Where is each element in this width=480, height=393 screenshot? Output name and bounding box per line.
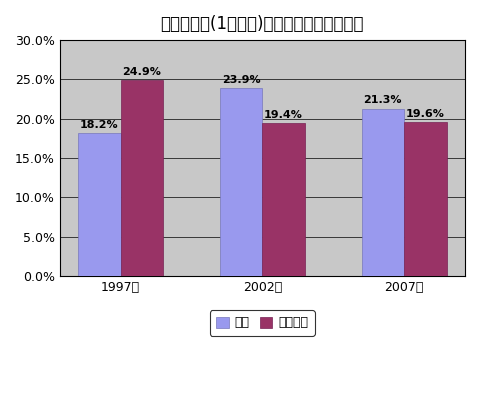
Text: 18.2%: 18.2% bbox=[80, 120, 119, 130]
Bar bbox=[78, 133, 120, 276]
Bar bbox=[120, 80, 163, 276]
Bar bbox=[220, 88, 263, 276]
Bar bbox=[263, 123, 305, 276]
Text: 19.4%: 19.4% bbox=[264, 110, 303, 120]
Text: 21.3%: 21.3% bbox=[363, 95, 402, 105]
Title: 長期失業者(1年以上)が失業者に占める割合: 長期失業者(1年以上)が失業者に占める割合 bbox=[161, 15, 364, 33]
Legend: 日本, ＯＥＣＤ: 日本, ＯＥＣＤ bbox=[210, 310, 315, 336]
Text: 23.9%: 23.9% bbox=[222, 75, 261, 85]
Bar bbox=[404, 122, 446, 276]
Text: 24.9%: 24.9% bbox=[122, 67, 161, 77]
Text: 19.6%: 19.6% bbox=[406, 109, 445, 119]
Bar bbox=[361, 108, 404, 276]
